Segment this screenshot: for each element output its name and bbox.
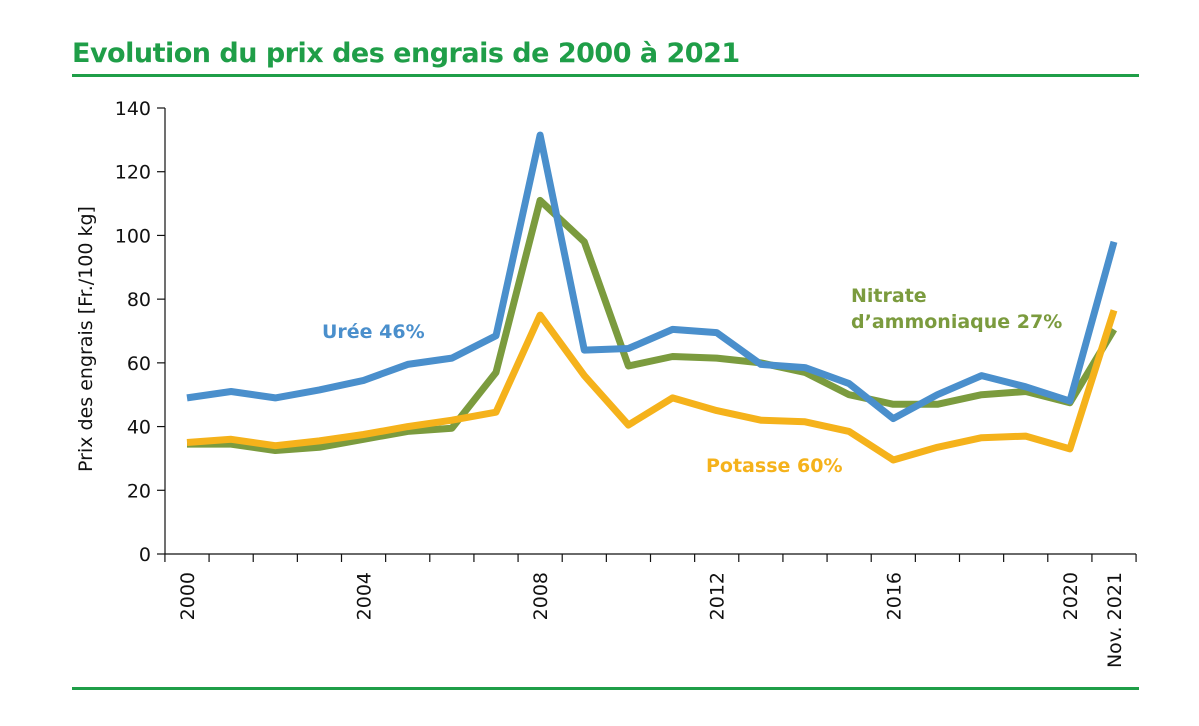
x-axis: 2000 2004 2008 2012 2016 2020 Nov. 2021	[164, 553, 1137, 668]
bottom-divider	[72, 687, 1139, 690]
y-tick-label: 140	[115, 98, 151, 120]
y-tick-label: 40	[127, 417, 151, 439]
series-label-nitrate-line: d’ammoniaque 27%	[851, 311, 1062, 333]
y-axis-title: Prix des engrais [Fr./100 kg]	[75, 206, 97, 472]
x-tick-label: 2016	[883, 572, 905, 620]
series-line-1	[187, 196, 1117, 454]
series-labels: Urée 46% Nitrate d’ammoniaque 27% Potasse 6…	[322, 285, 1062, 477]
series-label-uree: Urée 46%	[322, 321, 425, 343]
x-tick-label: 2008	[530, 572, 552, 620]
y-tick-label: 20	[127, 480, 151, 502]
chart-title: Evolution du prix des engrais de 2000 à …	[72, 38, 740, 69]
x-tick-label: 2000	[177, 572, 199, 620]
series-line-2	[186, 309, 1118, 464]
series-lines	[186, 131, 1118, 464]
series-line-0	[186, 131, 1118, 423]
y-tick-label: 120	[115, 162, 151, 184]
x-tick-label: Nov. 2021	[1104, 572, 1126, 668]
top-divider	[72, 74, 1139, 77]
y-tick-label: 60	[127, 353, 151, 375]
x-tick-label: 2020	[1060, 572, 1082, 620]
x-tick-label: 2012	[707, 572, 729, 620]
y-axis: 0 20 40 60 80 100 120 140	[115, 98, 166, 566]
y-tick-label: 100	[115, 225, 151, 247]
y-tick-label: 80	[127, 289, 151, 311]
x-tick-label: 2004	[354, 572, 376, 620]
series-label-potasse: Potasse 60%	[706, 455, 842, 477]
y-tick-label: 0	[139, 544, 151, 566]
series-label-nitrate: Nitrate d’ammoniaque 27%	[851, 285, 1062, 333]
series-label-nitrate-line: Nitrate	[851, 285, 927, 307]
